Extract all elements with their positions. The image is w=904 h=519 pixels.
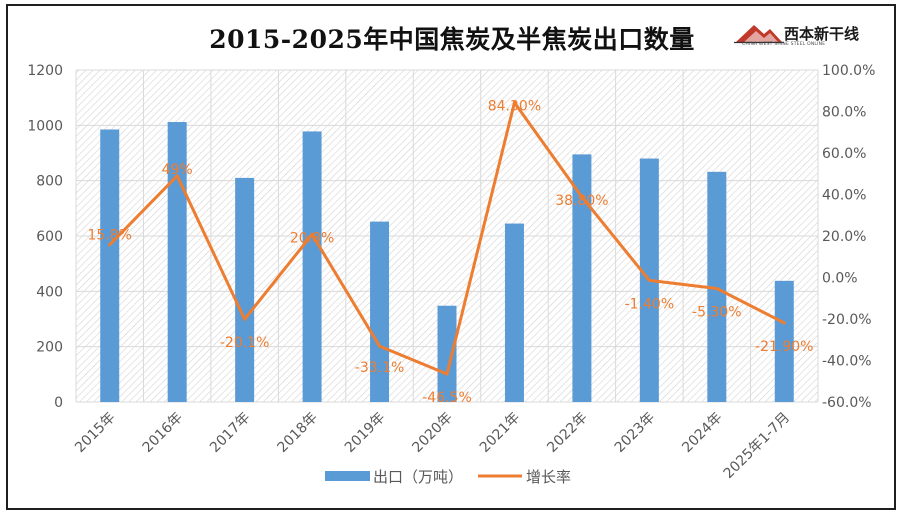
line-point: [512, 101, 516, 105]
line-point: [378, 344, 382, 348]
category-tick-label: 2015年: [72, 410, 118, 456]
data-label: -5.30%: [692, 304, 742, 320]
line-point: [445, 372, 449, 376]
line-point: [782, 321, 786, 325]
bar: [504, 223, 524, 402]
data-label: -33.1%: [355, 360, 405, 376]
bar: [100, 129, 120, 402]
bar: [235, 177, 255, 402]
category-tick-label: 2016年: [140, 410, 186, 456]
gridlines: [75, 69, 819, 403]
data-label: -21.90%: [755, 339, 813, 355]
data-label: -1.40%: [625, 296, 675, 312]
bar: [437, 305, 457, 402]
brand-logo: 西本新干线 CHINA WEST SHINE STEEL ONLINE: [734, 22, 864, 50]
left-axis-tick-label: 200: [36, 340, 63, 356]
right-axis-tick-label: -40.0%: [822, 354, 872, 370]
right-axis-tick-label: 100.0%: [822, 63, 875, 79]
line-point: [243, 317, 247, 321]
point-labels: 15.8% 49% -20.1% 20.8% -33.1% -46.5% 84.30% 38.…: [87, 99, 813, 406]
right-axis-tick-label: 0.0%: [822, 271, 858, 287]
right-axis-tick-label: -60.0%: [822, 395, 872, 411]
right-axis-tick-label: -20.0%: [822, 312, 872, 328]
legend: 出口（万吨） 增长率: [325, 468, 571, 486]
category-tick-label: 2021年: [477, 410, 523, 456]
left-axis-tick-label: 600: [36, 229, 63, 245]
bar-series: [100, 122, 794, 403]
data-label: -20.1%: [220, 335, 270, 351]
line-point: [715, 286, 719, 290]
data-label: -46.5%: [422, 390, 472, 406]
mountain-logo-icon: [734, 25, 784, 44]
right-axis: -60.0% -40.0% -20.0% 0.0% 20.0% 40.0% 60.0% 80.…: [822, 63, 875, 411]
right-axis-tick-label: 60.0%: [822, 146, 866, 162]
legend-bar-swatch: [325, 471, 370, 481]
line-series: [108, 101, 786, 376]
category-tick-label: 2020年: [409, 410, 455, 456]
bar: [707, 171, 727, 402]
category-tick-label: 2024年: [679, 410, 725, 456]
data-label: 20.8%: [290, 230, 334, 246]
category-tick-label: 2018年: [275, 410, 321, 456]
category-tick-label: 2022年: [544, 410, 590, 456]
left-axis-tick-label: 1200: [27, 63, 63, 79]
data-label: 38.80%: [555, 193, 608, 209]
bar: [370, 221, 390, 402]
chart-title: 2015-2025年中国焦炭及半焦炭出口数量: [209, 25, 695, 54]
line-point: [175, 174, 179, 178]
logo-brand-text: 西本新干线: [784, 25, 860, 43]
logo-tagline: CHINA WEST SHINE STEEL ONLINE: [742, 42, 826, 47]
right-axis-tick-label: 80.0%: [822, 105, 866, 121]
category-tick-label: 2023年: [612, 410, 658, 456]
right-axis-tick-label: 40.0%: [822, 188, 866, 204]
bar: [572, 154, 592, 402]
left-axis-tick-label: 400: [36, 284, 63, 300]
category-tick-label: 2017年: [207, 410, 253, 456]
bar: [167, 122, 187, 402]
left-axis-tick-label: 0: [54, 395, 63, 411]
line-point: [310, 232, 314, 236]
left-axis: 0 200 400 600 800 1000 1200: [27, 63, 63, 411]
line-point: [108, 243, 112, 247]
bar: [774, 280, 794, 402]
data-label: 84.30%: [488, 99, 541, 115]
bar: [302, 131, 322, 403]
line-point: [647, 278, 651, 282]
category-tick-label: 2019年: [342, 410, 388, 456]
right-axis-tick-label: 20.0%: [822, 229, 866, 245]
category-tick-label: 2025年1-7月: [721, 410, 793, 482]
legend-line-label: 增长率: [526, 468, 571, 486]
line-point: [580, 195, 584, 199]
legend-bar-label: 出口（万吨）: [373, 468, 463, 486]
left-axis-tick-label: 800: [36, 174, 63, 190]
data-label: 15.8%: [87, 228, 131, 244]
data-label: 49%: [162, 162, 193, 178]
left-axis-tick-label: 1000: [27, 118, 63, 134]
